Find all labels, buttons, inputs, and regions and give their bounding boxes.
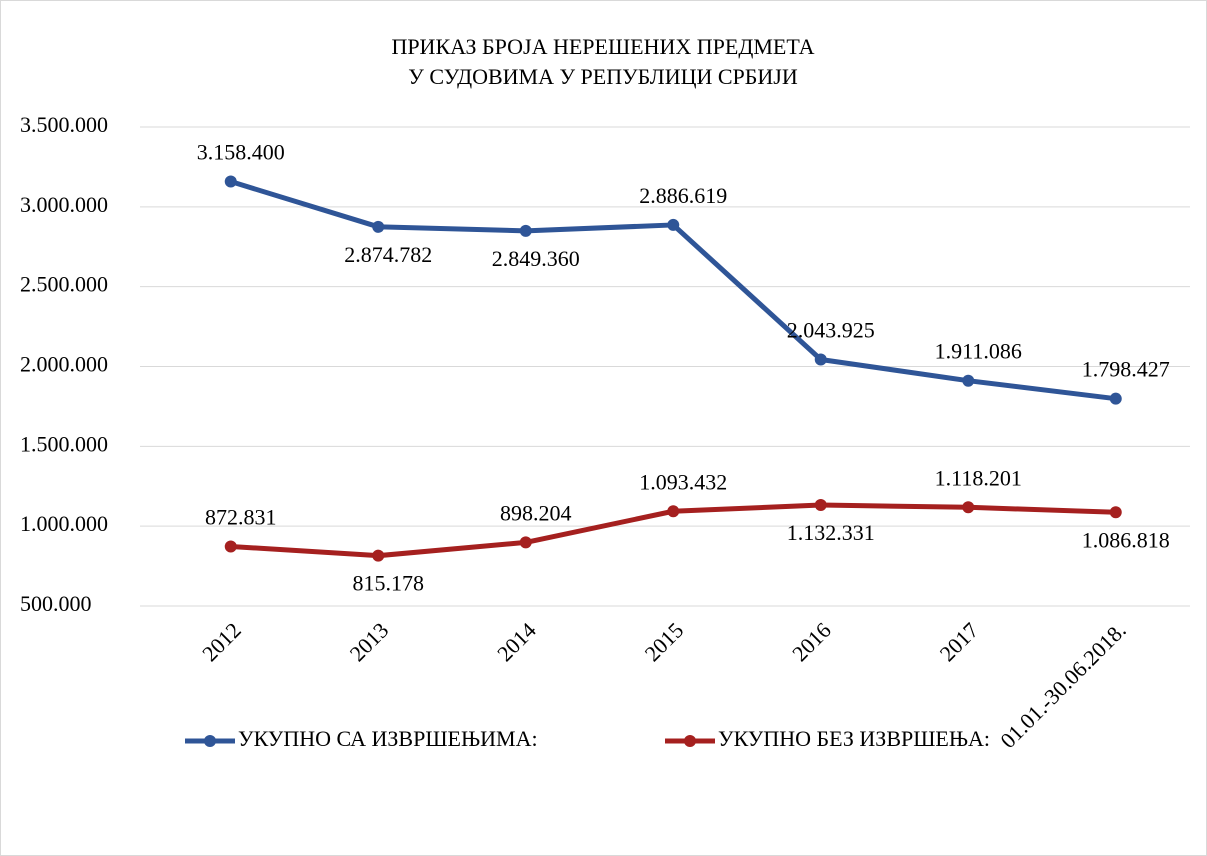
data-label: 898.204 — [500, 500, 572, 525]
data-label: 1.086.818 — [1082, 527, 1170, 552]
marker — [372, 549, 385, 562]
data-label: 1.132.331 — [787, 520, 875, 545]
data-label: 3.158.400 — [197, 140, 285, 165]
y-tick-label: 500.000 — [20, 591, 92, 616]
y-tick-label: 1.000.000 — [20, 511, 108, 536]
marker — [519, 224, 532, 237]
legend-marker — [204, 735, 216, 747]
y-tick-label: 3.500.000 — [20, 112, 108, 137]
marker — [519, 536, 532, 549]
y-tick-label: 1.500.000 — [20, 431, 108, 456]
data-label: 2.874.782 — [344, 242, 432, 267]
marker — [1109, 506, 1122, 519]
legend-marker — [684, 735, 696, 747]
marker — [1109, 392, 1122, 405]
data-label: 1.118.201 — [935, 465, 1022, 490]
legend-label: УКУПНО СА ИЗВРШЕЊИМА: — [238, 726, 538, 751]
y-tick-label: 3.000.000 — [20, 192, 108, 217]
data-label: 1.093.432 — [639, 469, 727, 494]
legend-label: УКУПНО БЕЗ ИЗВРШЕЊА: — [718, 726, 990, 751]
marker — [224, 175, 237, 188]
marker — [962, 501, 975, 514]
chart-title: У СУДОВИМА У РЕПУБЛИЦИ СРБИЈИ — [408, 64, 798, 89]
data-label: 815.178 — [353, 571, 425, 596]
marker — [667, 505, 680, 518]
chart-title: ПРИКАЗ БРОЈА НЕРЕШЕНИХ ПРЕДМЕТА — [391, 34, 814, 59]
data-label: 872.831 — [205, 505, 277, 530]
data-label: 2.886.619 — [639, 183, 727, 208]
marker — [667, 218, 680, 231]
marker — [962, 374, 975, 387]
marker — [814, 499, 827, 512]
marker — [224, 540, 237, 553]
y-tick-label: 2.500.000 — [20, 272, 108, 297]
data-label: 2.043.925 — [787, 318, 875, 343]
data-label: 1.798.427 — [1082, 357, 1170, 382]
marker — [372, 220, 385, 233]
marker — [814, 353, 827, 366]
data-label: 2.849.360 — [492, 246, 580, 271]
data-label: 1.911.086 — [935, 339, 1022, 364]
y-tick-label: 2.000.000 — [20, 352, 108, 377]
